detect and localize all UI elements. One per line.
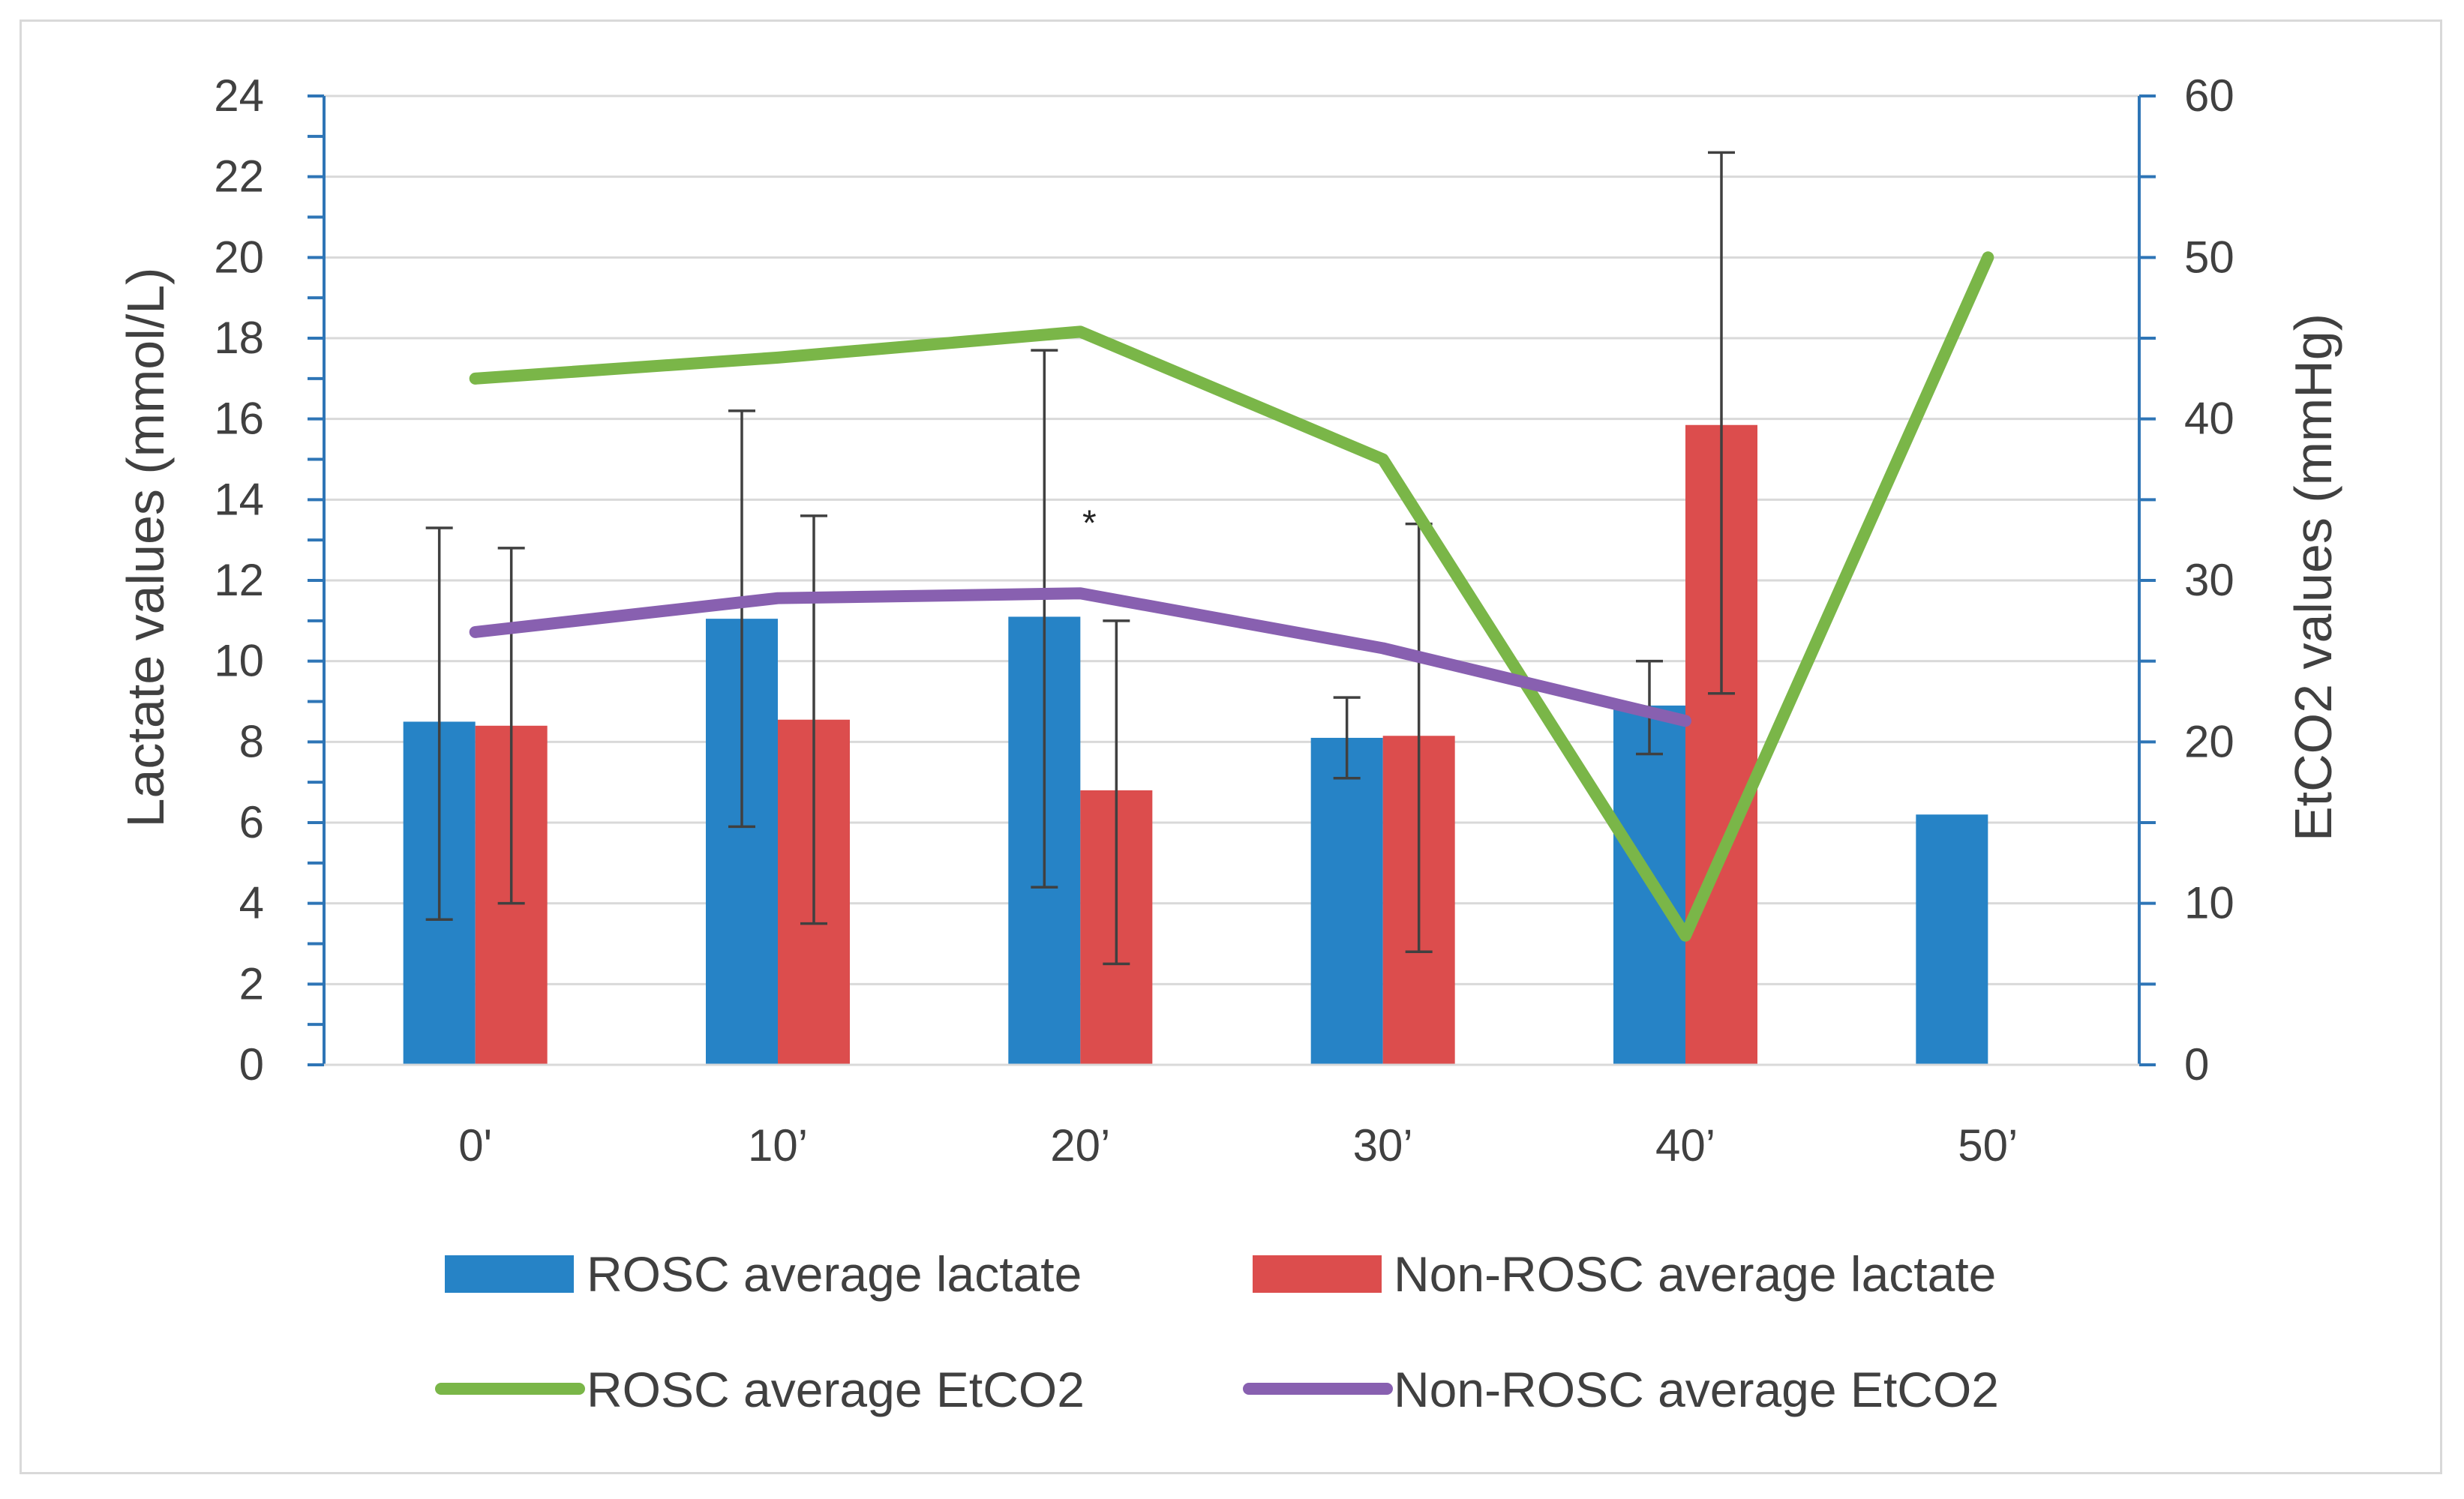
y-left-axis-title: Lactate values (mmol/L)	[116, 268, 175, 828]
y-right-tick-label: 10	[2184, 878, 2234, 928]
y-left-tick-label: 24	[214, 70, 264, 121]
y-left-tick-label: 0	[239, 1039, 264, 1090]
x-tick-label: 10’	[748, 1120, 808, 1171]
lines	[469, 251, 1994, 942]
y-right-tick-label: 60	[2184, 70, 2234, 121]
legend-label-rosc-lactate: ROSC average lactate	[587, 1246, 1082, 1302]
legend-swatch-nonrosc-lactate	[1253, 1255, 1382, 1293]
y-left-tick-label: 12	[214, 555, 264, 605]
x-tick-label: 30’	[1353, 1120, 1413, 1171]
x-tick-label: 20’	[1050, 1120, 1110, 1171]
line-nonrosc-etco2	[469, 587, 1691, 727]
y-right-axis-title: EtCO2 values (mmHg)	[2284, 313, 2342, 841]
y-left-tick-label: 4	[239, 878, 264, 928]
y-left-tick-label: 14	[214, 474, 264, 524]
error-bars	[425, 151, 1735, 966]
gridlines	[324, 94, 2139, 1066]
y-right-tick-label: 20	[2184, 716, 2234, 766]
legend-label-nonrosc-etco2: Non-ROSC average EtCO2	[1394, 1362, 1999, 1417]
y-left-tick-label: 6	[239, 797, 264, 847]
legend-label-rosc-etco2: ROSC average EtCO2	[587, 1362, 1085, 1417]
y-left-tick-label: 10	[214, 636, 264, 686]
y-right-tick-label: 30	[2184, 555, 2234, 605]
y-right-tick-label: 50	[2184, 232, 2234, 282]
legend-label-nonrosc-lactate: Non-ROSC average lactate	[1394, 1246, 1996, 1302]
y-left-tick-label: 8	[239, 716, 264, 766]
x-tick-label: 40’	[1655, 1120, 1715, 1171]
x-tick-label: 0'	[458, 1120, 492, 1171]
y-left-tick-label: 16	[214, 394, 264, 444]
annotation-asterisk: *	[1082, 503, 1097, 543]
legend-swatch-rosc-lactate	[445, 1255, 574, 1293]
y-left-tick-label: 20	[214, 232, 264, 282]
bar-rosc-5	[1916, 814, 1988, 1065]
y-right-tick-label: 40	[2184, 394, 2234, 444]
x-tick-label: 50’	[1958, 1120, 2018, 1171]
line-rosc-etco2	[469, 251, 1994, 942]
bar-rosc-3	[1310, 737, 1383, 1065]
bars	[403, 424, 1988, 1065]
axes	[308, 94, 2156, 1066]
y-left-tick-label: 2	[239, 958, 264, 1009]
y-left-tick-label: 22	[214, 151, 264, 202]
y-left-tick-label: 18	[214, 313, 264, 363]
legend: ROSC average lactate Non-ROSC average la…	[435, 1246, 1999, 1417]
y-right-tick-label: 0	[2184, 1039, 2209, 1090]
